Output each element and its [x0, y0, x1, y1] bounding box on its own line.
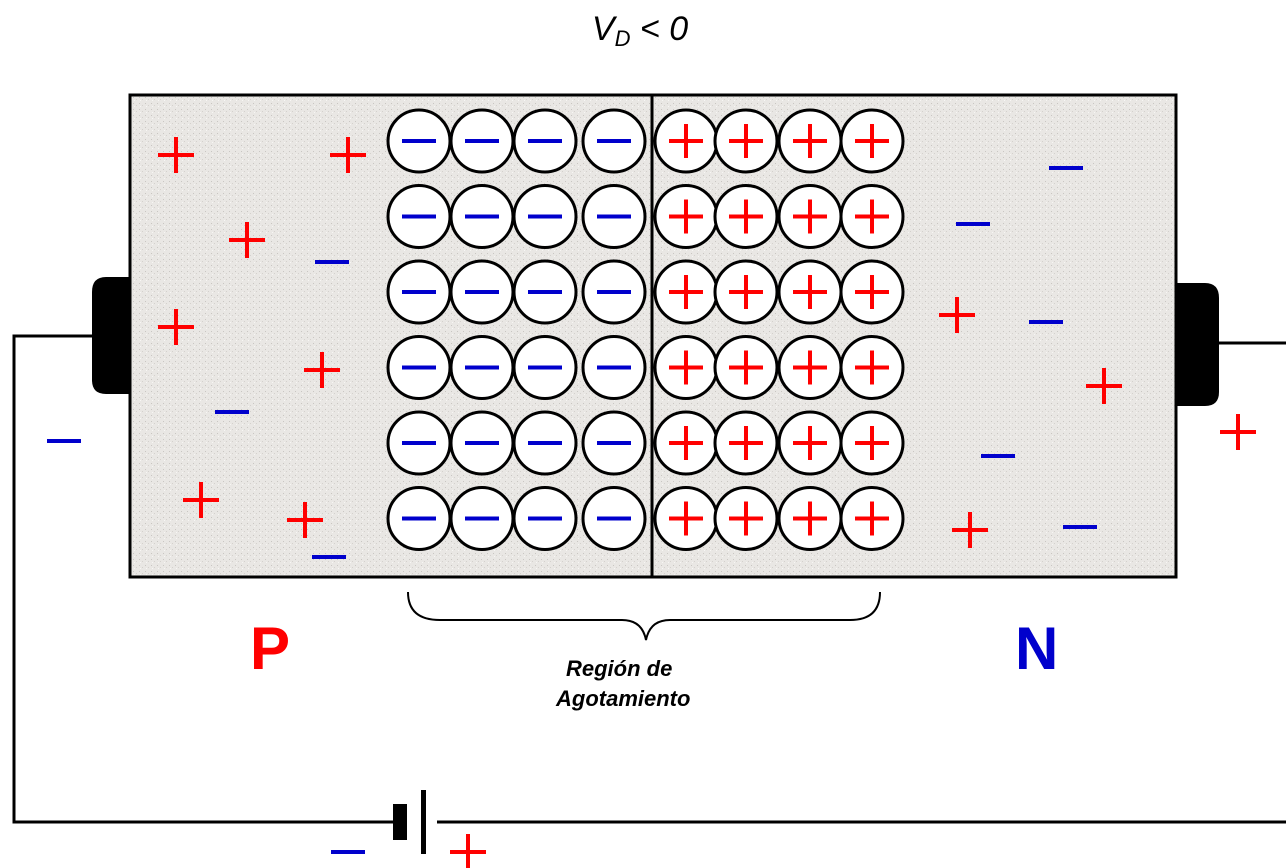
positive-charge-sign	[855, 501, 889, 536]
left-contact	[92, 277, 130, 394]
positive-charge-sign	[729, 426, 763, 460]
positive-carrier	[1086, 368, 1122, 404]
positive-charge-sign	[793, 350, 827, 385]
right-contact	[1176, 283, 1219, 406]
positive-charge-sign	[855, 426, 889, 460]
positive-charge-sign	[855, 199, 889, 234]
positive-charge-sign	[669, 199, 703, 234]
free-carriers	[47, 137, 1256, 868]
positive-charge-sign	[729, 350, 763, 385]
positive-carrier	[229, 222, 265, 258]
positive-charge-sign	[669, 350, 703, 385]
positive-charge-sign	[855, 124, 889, 158]
battery-symbol	[393, 790, 426, 854]
n-region-label: N	[1015, 615, 1059, 682]
p-region-label: P	[250, 615, 291, 682]
positive-charge-sign	[855, 350, 889, 385]
positive-charge-sign	[669, 275, 703, 309]
region-label-line-1: Región de	[566, 656, 673, 681]
positive-charge-sign	[669, 124, 703, 158]
positive-charge-sign	[729, 275, 763, 309]
positive-carrier	[952, 512, 988, 548]
circuit-wires	[12, 334, 1286, 824]
positive-carrier	[183, 482, 219, 518]
positive-charge-sign	[729, 501, 763, 536]
positive-charge-sign	[669, 426, 703, 460]
positive-charge-sign	[793, 199, 827, 234]
positive-charge-sign	[793, 426, 827, 460]
positive-carrier	[287, 502, 323, 538]
positive-carrier	[939, 297, 975, 333]
positive-charge-sign	[793, 501, 827, 536]
positive-charge-sign	[729, 199, 763, 234]
depletion-region-label: Región de Agotamiento	[520, 654, 780, 714]
positive-carrier	[450, 834, 486, 868]
positive-charge-sign	[793, 124, 827, 158]
positive-charge-sign	[729, 124, 763, 158]
depletion-brace	[407, 591, 881, 641]
positive-charge-sign	[855, 275, 889, 309]
bias-condition-title: VD < 0	[591, 10, 689, 51]
positive-charge-sign	[793, 275, 827, 309]
region-label-line-2: Agotamiento	[556, 686, 691, 711]
positive-carrier	[330, 137, 366, 173]
positive-carrier	[304, 352, 340, 388]
positive-carrier	[158, 137, 194, 173]
positive-charge-sign	[669, 501, 703, 536]
positive-carrier	[158, 309, 194, 345]
depletion-region-ions	[386, 108, 905, 551]
positive-carrier	[1220, 414, 1256, 450]
